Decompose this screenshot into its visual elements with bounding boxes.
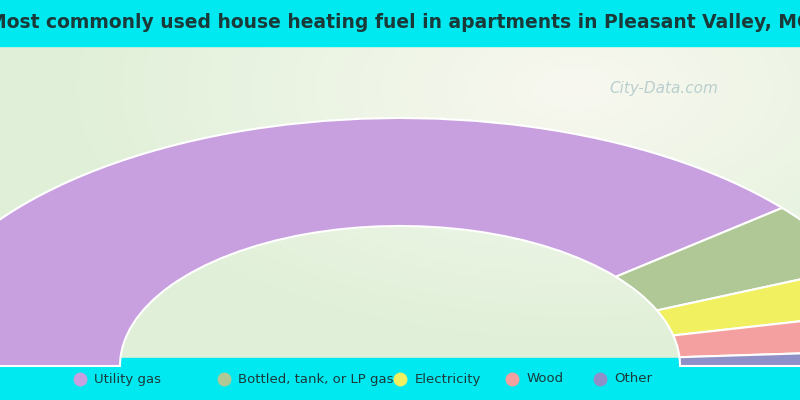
Text: Most commonly used house heating fuel in apartments in Pleasant Valley, MO: Most commonly used house heating fuel in… [0, 14, 800, 32]
Text: Utility gas: Utility gas [94, 372, 162, 386]
Text: Bottled, tank, or LP gas: Bottled, tank, or LP gas [238, 372, 394, 386]
Wedge shape [616, 208, 800, 310]
Bar [0, 358, 800, 400]
Wedge shape [674, 312, 800, 357]
Wedge shape [0, 118, 782, 366]
Bar [0, 0, 800, 46]
Text: Other: Other [614, 372, 653, 386]
Text: Electricity: Electricity [414, 372, 481, 386]
Wedge shape [679, 350, 800, 366]
Text: City-Data.com: City-Data.com [610, 80, 718, 96]
Text: Wood: Wood [526, 372, 563, 386]
Wedge shape [657, 268, 800, 336]
